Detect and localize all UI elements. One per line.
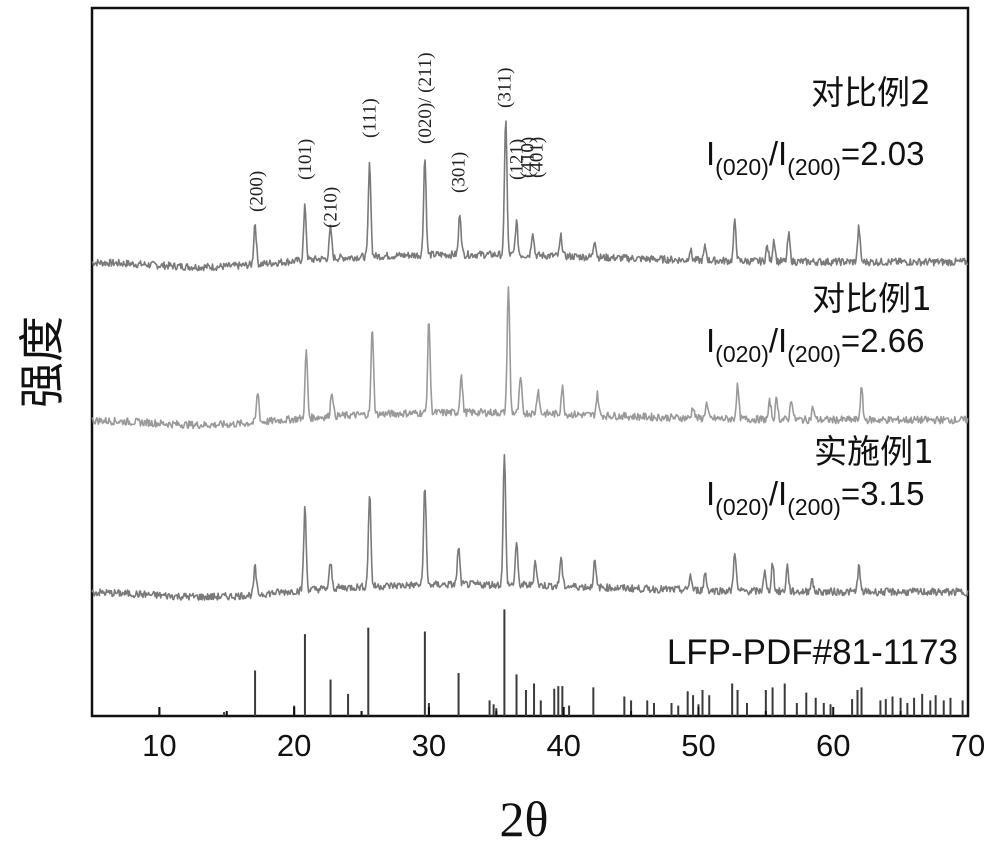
plot-frame [90,6,970,718]
x-tick-label: 10 [142,728,176,763]
x-tick-label: 60 [816,728,850,763]
peak-label: (410) [517,137,538,178]
series-name-3: 实施例1 [814,432,934,471]
peak-label: (311) [494,68,515,108]
y-axis-title: 强度 [15,316,69,408]
peak-labels: (200) (101)(210) (111) (020)/ (211) (301) (31… [246,52,547,228]
reference-label: LFP-PDF#81-1173 [667,633,958,672]
intensity-ratio-label-1: I(020)/I(200)=2.03 [706,135,924,180]
peak-label: (210) [321,187,342,228]
x-tick-label: 40 [546,728,580,763]
peak-label: (111) [360,98,381,138]
series-name-1: 对比例2 [811,73,931,112]
pattern-line-1 [91,120,969,272]
peak-label: (401) [527,137,548,178]
series-name-2: 对比例1 [812,279,932,318]
peak-label: (020)/ (211) [415,52,436,144]
x-tick-label: 50 [681,728,715,763]
pattern-line-2 [91,286,969,430]
x-axis-title: 2θ [500,791,549,843]
pattern-line-3 [91,454,969,601]
diffraction-patterns [91,120,969,601]
peak-label: (301) [449,152,470,193]
intensity-ratio-label-3: I(020)/I(200)=3.15 [706,475,924,520]
peak-label: (121) [507,139,528,180]
x-tick-label: 70 [951,728,985,763]
x-axis: 10 20 30 40 50 60 70 [91,707,985,763]
intensity-ratio-label-2: I(020)/I(200)=2.66 [706,322,924,367]
series-labels: 对比例2 I(020)/I(200)=2.03 对比例1 I(020)/I(200)=… [706,73,934,520]
x-tick-label: 20 [277,728,311,763]
peak-label: (101) [295,139,316,180]
peak-label: (200) [246,171,267,212]
x-tick-label: 30 [412,728,446,763]
